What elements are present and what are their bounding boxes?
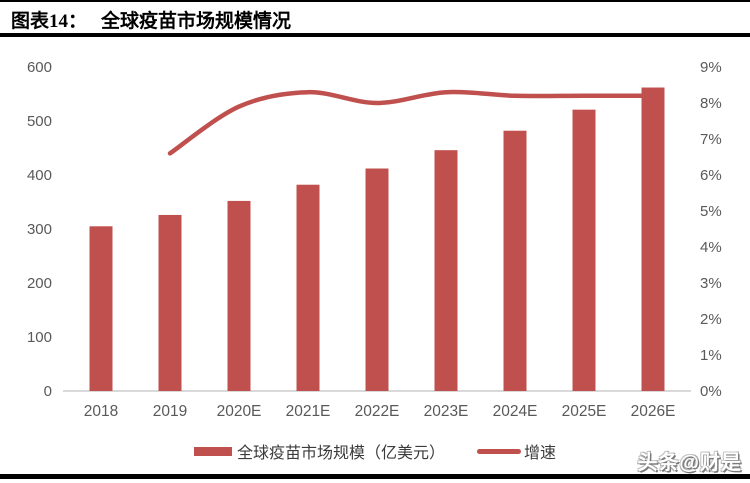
x-axis-label-2025E: 2025E: [562, 403, 607, 420]
bar-2025E: [572, 109, 596, 391]
top-border-line: [0, 0, 750, 2]
right-axis-tick: 7%: [700, 131, 722, 148]
bar-2024E: [503, 130, 527, 391]
right-axis-tick: 3%: [700, 275, 722, 292]
x-axis-label-2020E: 2020E: [217, 403, 262, 420]
left-axis-tick: 500: [27, 113, 52, 130]
bar-2026E: [641, 87, 665, 392]
x-axis-label-2023E: 2023E: [424, 403, 469, 420]
x-axis-label-2022E: 2022E: [355, 403, 400, 420]
right-axis-tick: 2%: [700, 311, 722, 328]
x-axis-label-2026E: 2026E: [631, 403, 676, 420]
right-axis-tick: 1%: [700, 347, 722, 364]
left-axis-tick: 0: [44, 383, 52, 400]
right-axis-tick: 4%: [700, 239, 722, 256]
right-axis-tick: 6%: [700, 167, 722, 184]
chart-legend: 全球疫苗市场规模（亿美元） 增速: [193, 439, 556, 463]
right-axis-tick: 5%: [700, 203, 722, 220]
bar-2019: [158, 214, 182, 391]
legend-bar-swatch: [193, 446, 232, 456]
legend-bar-label: 全球疫苗市场规模（亿美元）: [236, 445, 445, 462]
left-axis-tick: 200: [27, 275, 52, 292]
watermark-toutiao: 头条@财是: [637, 452, 742, 474]
legend-item-line: 增速: [477, 439, 556, 463]
bottom-border-line: [0, 474, 750, 479]
left-axis-tick: 300: [27, 221, 52, 238]
right-axis-tick: 8%: [700, 95, 722, 112]
left-axis-tick: 600: [27, 59, 52, 76]
figure-title: 图表14： 全球疫苗市场规模情况: [11, 6, 741, 32]
x-axis-label-2018: 2018: [84, 403, 118, 420]
figure-title-text: 全球疫苗市场规模情况: [101, 10, 292, 32]
x-axis-label-2021E: 2021E: [286, 403, 331, 420]
legend-line-swatch: [477, 448, 521, 454]
bar-2022E: [365, 168, 389, 391]
legend-item-bars: 全球疫苗市场规模（亿美元）: [193, 439, 445, 463]
title-divider-line: [0, 33, 750, 37]
right-axis-tick: 9%: [700, 59, 722, 76]
x-axis-label-2024E: 2024E: [493, 403, 538, 420]
bar-2018: [89, 226, 113, 391]
bar-2020E: [227, 200, 251, 391]
growth-rate-line: [167, 89, 656, 156]
x-axis-label-2019: 2019: [153, 403, 187, 420]
bar-2021E: [296, 184, 320, 391]
bar-2023E: [434, 150, 458, 391]
left-axis-tick: 400: [27, 167, 52, 184]
figure-title-prefix: 图表14：: [11, 10, 88, 32]
chart-svg: 0 100 200 300 400 500 600 0% 1% 2% 3% 4% 5% 6% 7% 8% 9% 2…: [27, 59, 722, 420]
legend-line-label: 增速: [524, 445, 557, 462]
left-axis-tick: 100: [27, 329, 52, 346]
right-axis-tick: 0%: [700, 383, 722, 400]
